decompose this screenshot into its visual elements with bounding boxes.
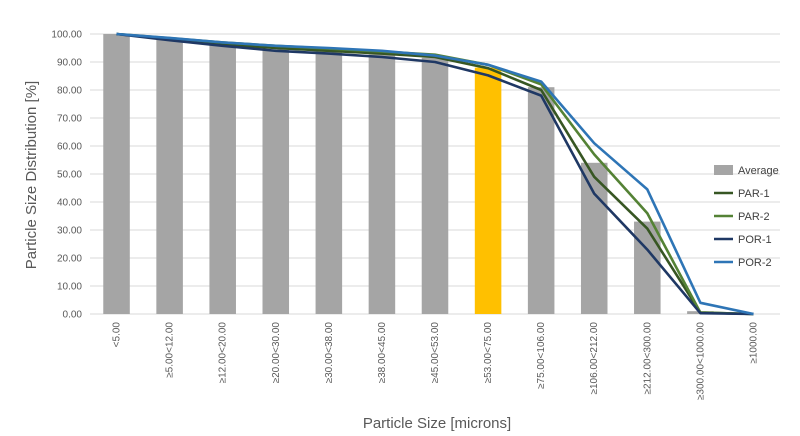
y-axis-title: Particle Size Distribution [%] <box>23 81 40 269</box>
x-tick-label: ≥53.00<75.00 <box>483 322 494 384</box>
y-tick-label: 30.00 <box>57 226 82 237</box>
x-tick-label: <5.00 <box>112 322 123 348</box>
y-tick-label: 20.00 <box>57 254 82 265</box>
series-line-por-1 <box>116 32 754 316</box>
bar <box>527 87 555 314</box>
x-tick-label: ≥30.00<38.00 <box>324 322 335 384</box>
y-tick-label: 0.00 <box>63 310 83 321</box>
legend-label: PAR-2 <box>738 211 770 223</box>
bar <box>634 221 661 314</box>
bar <box>156 38 183 314</box>
x-tick-label: ≥212.00<300.00 <box>642 322 653 395</box>
x-tick-label: ≥5.00<12.00 <box>165 322 176 378</box>
y-tick-label: 40.00 <box>57 198 82 209</box>
x-tick-label: ≥106.00<212.00 <box>589 322 600 395</box>
series-lines <box>116 32 754 316</box>
y-tick-label: 80.00 <box>57 86 82 97</box>
legend-swatch <box>714 165 733 175</box>
x-tick-labels: <5.00 ≥5.00<12.00 ≥12.00<20.00 ≥20.00<30.00… <box>112 322 760 401</box>
x-axis-title: Particle Size [microns] <box>363 415 511 432</box>
bar <box>315 51 343 315</box>
bar <box>262 49 290 315</box>
bar <box>368 54 396 314</box>
y-tick-label: 60.00 <box>57 142 82 153</box>
y-tick-label: 70.00 <box>57 114 82 125</box>
bar <box>421 57 449 315</box>
x-tick-label: ≥300.00<1000.00 <box>695 322 706 401</box>
legend-label: Average <box>738 165 779 177</box>
y-tick-labels: 0.00 10.00 20.00 30.00 40.00 50.00 60.00 70.00 8… <box>51 30 82 321</box>
x-tick-label: ≥45.00<53.00 <box>430 322 441 384</box>
y-tick-label: 90.00 <box>57 58 82 69</box>
x-tick-label: ≥1000.00 <box>748 322 759 364</box>
bar <box>580 162 608 314</box>
bars <box>103 34 714 315</box>
legend-label: PAR-1 <box>738 188 770 200</box>
x-tick-label: ≥20.00<30.00 <box>271 322 282 384</box>
bar <box>103 34 130 314</box>
legend: Average PAR-1 PAR-2 POR-1 POR-2 <box>714 165 779 269</box>
y-tick-label: 10.00 <box>57 282 82 293</box>
bar <box>209 43 236 315</box>
bar <box>474 67 502 314</box>
legend-label: POR-2 <box>738 257 772 269</box>
series-line-par-1 <box>116 32 754 316</box>
x-tick-label: ≥12.00<20.00 <box>218 322 229 384</box>
legend-label: POR-1 <box>738 234 772 246</box>
y-tick-label: 100.00 <box>51 30 82 41</box>
series-line-por-2 <box>116 32 754 316</box>
x-tick-label: ≥38.00<45.00 <box>377 322 388 384</box>
x-tick-label: ≥75.00<106.00 <box>536 322 547 389</box>
y-tick-label: 50.00 <box>57 170 82 181</box>
